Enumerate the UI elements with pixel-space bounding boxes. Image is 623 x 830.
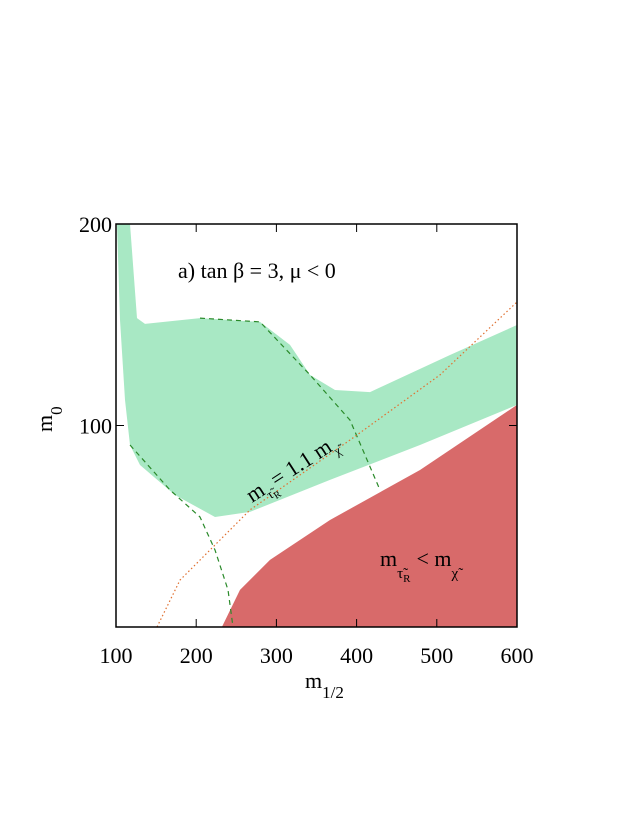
boundary-line bbox=[129, 444, 234, 628]
y-tick-label: 100 bbox=[79, 414, 112, 439]
label-part: m bbox=[380, 546, 397, 571]
x-axis-label: m1/2 bbox=[305, 668, 344, 702]
x-tick-label: 100 bbox=[100, 643, 133, 668]
label-part: R bbox=[272, 489, 284, 502]
region bbox=[221, 404, 517, 627]
label-part: < m bbox=[417, 546, 452, 571]
x-tick-label: 200 bbox=[180, 643, 213, 668]
label-part: τ̃ bbox=[397, 566, 408, 582]
annotation: a) tan β = 3, μ < 0 bbox=[178, 258, 336, 283]
x-tick-label: 500 bbox=[420, 643, 453, 668]
x-tick-label: 400 bbox=[340, 643, 373, 668]
x-tick-label: 300 bbox=[260, 643, 293, 668]
label-part: R bbox=[403, 573, 411, 585]
x-label-main: m bbox=[305, 668, 322, 693]
y-axis-label: m0 bbox=[32, 406, 66, 432]
y-label-main: m bbox=[32, 415, 57, 432]
boundary-line bbox=[199, 317, 381, 491]
region bbox=[117, 224, 517, 517]
y-tick-label: 200 bbox=[79, 212, 112, 237]
plot-area: 100 200 300 400 500 600 100 200 bbox=[79, 212, 534, 668]
x-tick-label: 600 bbox=[501, 643, 534, 668]
boundary-line bbox=[156, 301, 518, 628]
y-label-sub: 0 bbox=[47, 406, 66, 415]
x-label-sub: 1/2 bbox=[322, 683, 344, 702]
